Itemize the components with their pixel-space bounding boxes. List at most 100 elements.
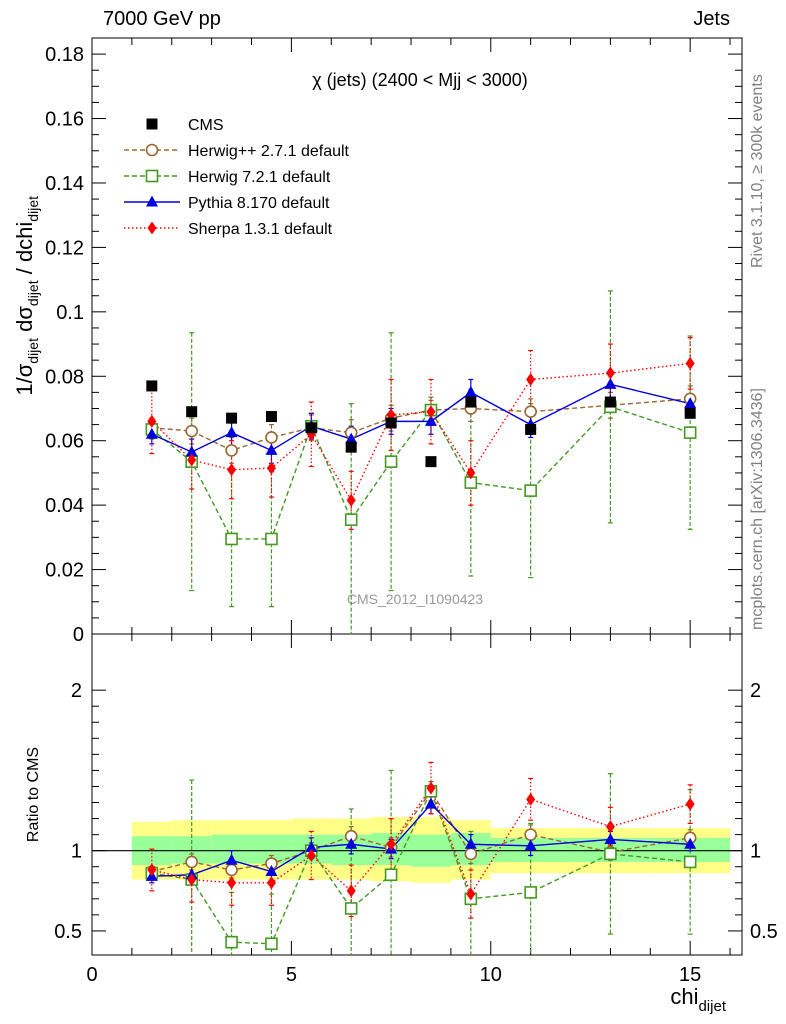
data-point-shape xyxy=(147,414,157,428)
cms-data-point-shape xyxy=(345,441,357,453)
main-ytick-label: 0.06 xyxy=(45,431,84,453)
main-ytick-label: 0.14 xyxy=(45,173,84,195)
main-ylabel: 1/σdijet dσdijet / dchidijet xyxy=(12,196,41,396)
data-point-shape xyxy=(384,455,398,468)
ratio-series-line xyxy=(151,803,691,878)
data-point-shape xyxy=(225,444,238,457)
ratio-point-shape xyxy=(604,832,617,844)
ratio-point-shape xyxy=(524,828,537,841)
ratio-point xyxy=(684,837,697,849)
series-line xyxy=(151,398,691,452)
legend-entry: Herwig++ 2.7.1 default xyxy=(124,143,350,160)
cms-data-point-shape xyxy=(186,406,198,418)
header-process: 7000 GeV pp xyxy=(103,8,221,30)
ratio-error-bar xyxy=(468,869,474,919)
data-point-shape xyxy=(185,445,198,457)
data-point xyxy=(526,372,536,386)
main-ytick-label: 0 xyxy=(73,624,84,646)
data-point-shape xyxy=(604,377,617,389)
ratio-error-bar xyxy=(687,784,693,824)
ratio-point xyxy=(466,887,476,901)
data-point-shape xyxy=(605,366,615,380)
cms-data-point xyxy=(604,396,616,408)
data-point-shape xyxy=(524,405,537,419)
ratio-ytick-label-left: 0.5 xyxy=(54,921,82,943)
data-point-shape xyxy=(225,532,238,546)
ratio-point xyxy=(305,840,318,852)
legend-label: Pythia 8.170 default xyxy=(188,195,330,212)
data-point xyxy=(265,443,278,455)
mcplots-credit-label: mcplots.cern.ch [arXiv:1306.3436] xyxy=(749,388,766,630)
data-point-shape xyxy=(265,443,278,455)
legend-entry: CMS xyxy=(146,117,224,134)
cms-data-point xyxy=(465,396,477,408)
ratio-xtick-label: 10 xyxy=(480,964,502,986)
ratio-point-shape xyxy=(466,887,476,901)
ratio-ytick-label-right: 2 xyxy=(750,680,761,702)
cms-data-point-shape xyxy=(265,411,277,423)
ratio-ytick-label-left: 2 xyxy=(71,680,82,702)
cms-data-point-shape xyxy=(146,380,158,392)
data-point-shape xyxy=(185,424,198,438)
data-point xyxy=(185,445,198,457)
data-point-shape xyxy=(344,513,358,526)
main-ytick-label: 0.12 xyxy=(45,237,84,259)
data-point xyxy=(187,453,197,467)
legend-marker-shape xyxy=(145,143,159,157)
ratio-point xyxy=(345,837,358,849)
data-point-shape xyxy=(345,432,358,444)
ratio-point xyxy=(187,873,197,887)
ratio-error-bar xyxy=(308,830,314,881)
chart-title: χ (jets) (2400 < Mjj < 3000) xyxy=(312,70,528,90)
data-point-shape xyxy=(684,397,697,409)
ratio-ytick-label-right: 1 xyxy=(750,841,761,863)
data-point xyxy=(225,444,238,457)
data-point-shape xyxy=(227,463,237,477)
data-point xyxy=(464,385,477,397)
ratio-point xyxy=(464,837,477,849)
ratio-point-shape xyxy=(187,873,197,887)
data-point xyxy=(344,513,358,526)
data-point xyxy=(466,466,476,480)
xlabel-base: chi xyxy=(670,984,698,1009)
main-ytick-label: 0.04 xyxy=(45,495,84,517)
ratio-point-shape xyxy=(524,886,537,899)
ratio-point xyxy=(225,863,238,877)
data-point-shape xyxy=(464,385,477,397)
ratio-xtick-label: 0 xyxy=(86,964,97,986)
ratio-xlabel: chidijet xyxy=(670,984,726,1015)
legend-marker-shape xyxy=(145,169,159,183)
data-point xyxy=(604,377,617,389)
legend-marker xyxy=(145,169,159,183)
cms-data-point-shape xyxy=(305,422,317,434)
ratio-point xyxy=(604,847,617,861)
ratio-point xyxy=(526,792,536,806)
data-point-shape xyxy=(466,466,476,480)
legend-label: CMS xyxy=(188,117,224,134)
ratio-point-shape xyxy=(265,937,278,951)
legend-marker xyxy=(146,118,158,130)
series-line xyxy=(151,362,691,502)
main-ylabel-subscript: dijet xyxy=(25,280,41,306)
data-point-shape xyxy=(265,532,278,546)
ratio-point xyxy=(225,853,238,865)
ratio-point-shape xyxy=(464,837,477,849)
ratio-point xyxy=(685,797,695,811)
ratio-point-shape xyxy=(683,855,697,869)
ratio-point xyxy=(426,781,436,795)
data-point xyxy=(346,493,356,507)
main-ytick-label: 0.1 xyxy=(56,302,84,324)
main-ytick-label: 0.18 xyxy=(45,44,84,66)
ratio-point-shape xyxy=(225,935,238,949)
ratio-point-shape xyxy=(185,855,198,869)
cms-data-point xyxy=(265,411,277,423)
data-point xyxy=(145,427,158,439)
ratio-point-shape xyxy=(426,781,436,795)
cms-data-point xyxy=(226,412,238,424)
cms-data-point-shape xyxy=(604,396,616,408)
data-point-shape xyxy=(526,372,536,386)
ratio-point xyxy=(265,937,278,951)
ratio-point xyxy=(306,848,316,862)
cms-data-point xyxy=(684,407,696,419)
